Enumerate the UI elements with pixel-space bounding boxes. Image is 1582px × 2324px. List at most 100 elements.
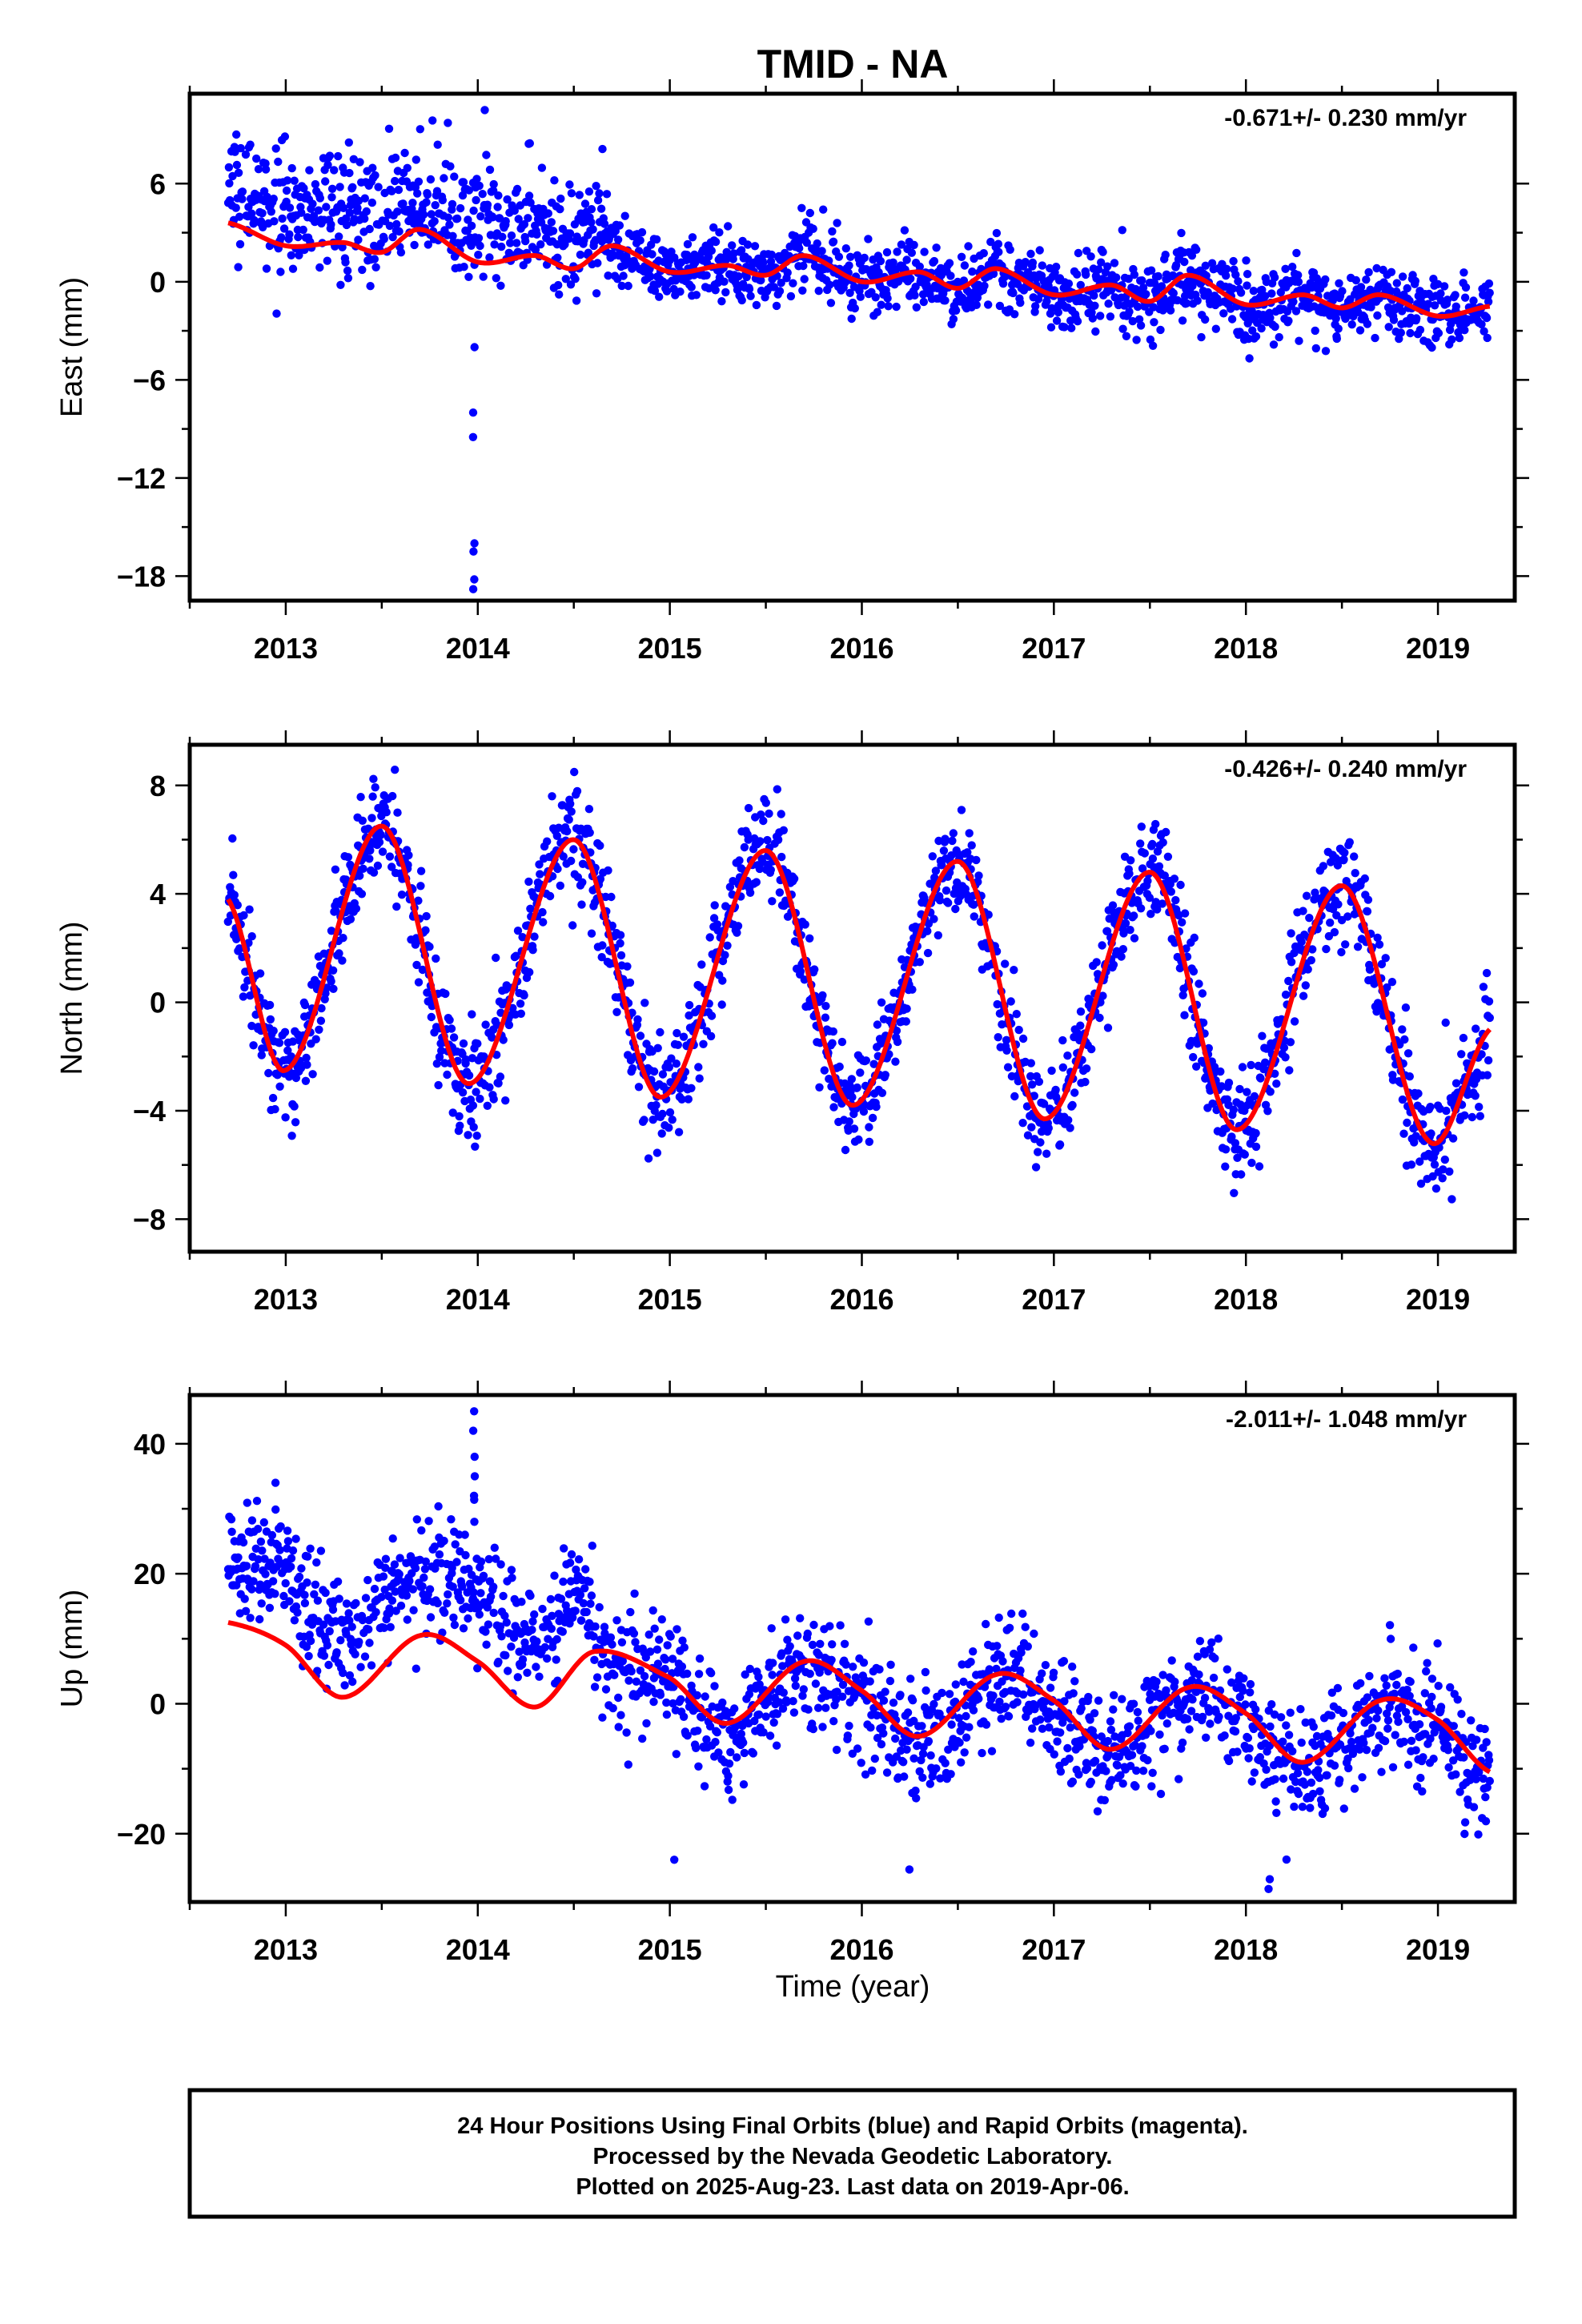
data-point: [283, 1526, 292, 1535]
data-point: [444, 119, 452, 127]
data-point: [636, 236, 644, 245]
data-point: [501, 217, 510, 226]
data-point: [809, 1724, 817, 1734]
data-point: [1157, 282, 1166, 291]
data-point: [1051, 1085, 1060, 1095]
data-point: [944, 899, 953, 907]
data-point: [979, 249, 989, 258]
data-point: [757, 275, 765, 285]
data-point: [665, 1063, 673, 1072]
data-point: [1197, 332, 1206, 342]
data-point: [702, 271, 711, 279]
data-point: [847, 1075, 857, 1084]
data-point: [655, 292, 664, 301]
data-point: [357, 890, 367, 899]
data-point: [396, 1601, 406, 1610]
data-point: [1133, 1707, 1142, 1717]
data-point: [539, 918, 548, 927]
data-point: [1094, 1696, 1103, 1705]
data-point: [456, 1596, 465, 1605]
data-point: [829, 1027, 838, 1036]
data-point: [642, 1719, 651, 1728]
data-point: [291, 1118, 300, 1127]
data-point: [370, 255, 379, 263]
y-tick-label: −8: [133, 1203, 166, 1236]
data-point: [1102, 927, 1112, 936]
data-point: [244, 939, 253, 947]
data-point: [998, 1657, 1007, 1666]
data-point: [255, 1614, 264, 1624]
data-point: [652, 235, 661, 244]
data-point: [676, 287, 685, 296]
data-point: [543, 1654, 552, 1663]
data-point: [528, 1626, 536, 1634]
data-point: [1073, 317, 1082, 326]
data-point: [232, 160, 242, 170]
data-point: [520, 219, 529, 229]
data-point: [1322, 944, 1331, 954]
plot-frame: [187, 91, 1517, 603]
data-point: [1477, 1050, 1486, 1059]
data-point: [345, 168, 354, 178]
data-point: [1303, 965, 1312, 974]
data-point: [1118, 1695, 1126, 1703]
data-point: [1034, 1148, 1042, 1156]
data-point: [1154, 862, 1164, 871]
data-point: [577, 1616, 586, 1625]
data-point: [677, 1095, 686, 1104]
data-point: [293, 1608, 302, 1617]
data-point: [1295, 336, 1303, 345]
data-point: [653, 1043, 662, 1053]
data-point: [1459, 1033, 1468, 1043]
data-point: [1021, 1622, 1030, 1631]
data-point: [518, 1655, 528, 1664]
data-point: [1240, 1150, 1250, 1159]
data-point: [694, 1670, 704, 1679]
data-point: [1190, 933, 1199, 943]
data-point: [1235, 1084, 1244, 1094]
data-point: [754, 1672, 763, 1682]
x-tick-label: 2018: [1214, 1283, 1278, 1316]
data-point: [938, 1688, 946, 1698]
data-point: [987, 1747, 997, 1755]
data-point: [400, 148, 409, 158]
data-point: [964, 242, 973, 251]
data-point: [558, 1627, 567, 1636]
data-point: [559, 852, 568, 861]
data-point: [1056, 1728, 1065, 1737]
data-point: [821, 1002, 830, 1011]
data-point: [1447, 1195, 1456, 1204]
data-point: [829, 1103, 838, 1112]
data-point: [586, 1599, 595, 1608]
data-point: [683, 1731, 692, 1740]
data-point: [989, 269, 998, 279]
data-point: [518, 933, 527, 942]
data-point: [345, 208, 355, 217]
data-point: [1064, 279, 1074, 288]
data-point: [656, 1027, 665, 1037]
data-point: [446, 162, 455, 171]
data-point: [1150, 318, 1158, 327]
data-point: [464, 186, 474, 195]
y-tick-label: 4: [150, 878, 166, 911]
data-point: [433, 1598, 442, 1608]
data-point: [615, 221, 624, 230]
data-point: [1006, 997, 1015, 1006]
data-point: [994, 1033, 1002, 1042]
data-point: [587, 218, 596, 227]
data-point: [650, 287, 660, 296]
data-point: [1053, 1737, 1062, 1746]
data-point: [404, 850, 413, 860]
data-point: [737, 246, 746, 255]
data-point: [1275, 332, 1283, 342]
data-point: [678, 1636, 687, 1645]
data-point: [1269, 340, 1279, 349]
data-point: [464, 1131, 472, 1140]
data-point: [912, 1794, 921, 1803]
data-point: [469, 1588, 478, 1597]
data-point: [538, 907, 547, 917]
data-point: [288, 1037, 298, 1046]
data-point: [909, 240, 918, 250]
data-point: [332, 1648, 341, 1657]
data-point: [427, 210, 436, 219]
